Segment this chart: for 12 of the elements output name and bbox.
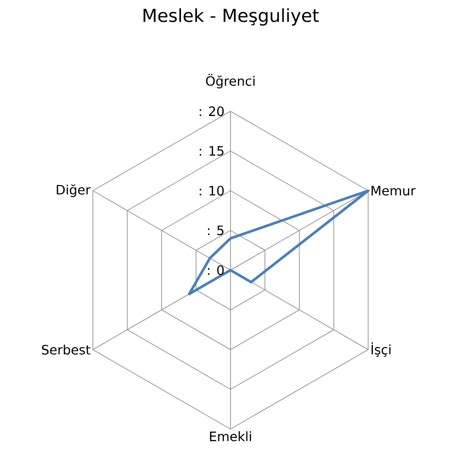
- y-tick-label: : 15: [200, 146, 224, 156]
- spoke-label: Öğrenci: [206, 74, 254, 88]
- spoke-label: İşçi: [372, 342, 390, 357]
- chart-title: Meslek - Meşguliyet: [144, 8, 319, 26]
- spoke-label: Diğer: [56, 184, 91, 198]
- spoke-label: Emekli: [210, 431, 252, 442]
- spoke-label: Memur: [372, 186, 416, 196]
- y-tick-label: : 20: [200, 106, 224, 116]
- y-tick-label: : 5: [208, 226, 224, 236]
- y-tick-label: : 0: [208, 265, 224, 276]
- spoke-label: Serbest: [42, 344, 90, 355]
- y-tick-label: : 10: [200, 186, 224, 196]
